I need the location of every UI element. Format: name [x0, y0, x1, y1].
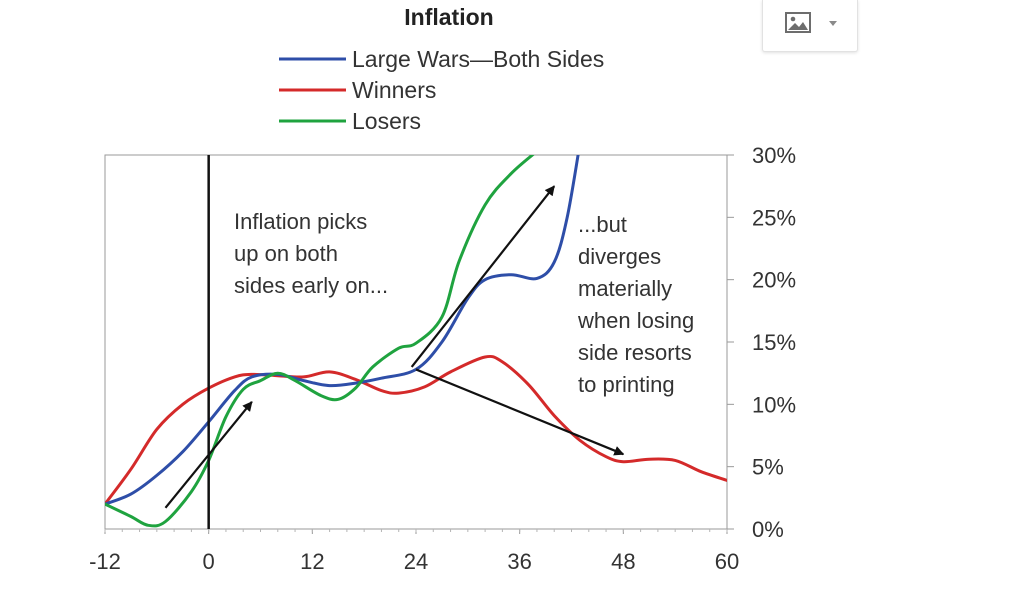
x-tick-label: -12 [89, 549, 121, 574]
y-tick-label: 30% [752, 143, 796, 168]
annotation-arrow [410, 185, 556, 368]
x-axis: -12 0 12 24 36 48 60 [89, 529, 739, 574]
x-tick-label: 12 [300, 549, 324, 574]
legend-label: Losers [352, 108, 421, 134]
y-tick-label: 15% [752, 330, 796, 355]
annotation-arrow [164, 401, 253, 509]
annotation-text: Inflation picks up on both sides early on.… [234, 209, 388, 298]
chevron-down-icon [829, 21, 837, 26]
y-tick-label: 20% [752, 268, 796, 293]
y-tick-label: 25% [752, 205, 796, 230]
chart-title: Inflation [404, 4, 493, 30]
series-line [105, 155, 535, 528]
image-icon [785, 12, 811, 33]
annotation-text: ...but diverges materially when losing side … [577, 212, 694, 397]
y-tick-label: 10% [752, 392, 796, 417]
annotation-layer: Inflation picks up on both sides early on.… [234, 209, 694, 397]
y-tick-label: 5% [752, 455, 784, 480]
x-tick-label: 48 [611, 549, 635, 574]
series-line [105, 155, 580, 506]
arrow-layer [164, 185, 625, 509]
y-axis: 0% 5% 10% 15% 20% 25% 30% [727, 143, 796, 542]
insert-image-button[interactable] [762, 0, 858, 52]
x-tick-label: 24 [404, 549, 428, 574]
legend-label: Winners [352, 77, 436, 103]
legend-label: Large Wars—Both Sides [352, 46, 604, 72]
x-tick-label: 36 [507, 549, 531, 574]
x-tick-label: 60 [715, 549, 739, 574]
series-layer [105, 155, 727, 528]
x-tick-label: 0 [203, 549, 215, 574]
annotation-arrow [415, 368, 625, 456]
legend: Large Wars—Both Sides Winners Losers [279, 46, 604, 134]
series-line [105, 354, 727, 506]
y-tick-label: 0% [752, 517, 784, 542]
